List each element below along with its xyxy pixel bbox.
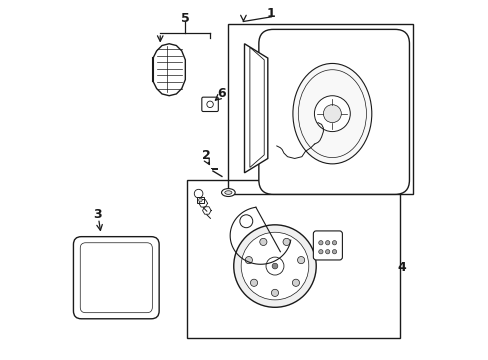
- Circle shape: [318, 240, 323, 245]
- Circle shape: [332, 249, 336, 254]
- Polygon shape: [199, 199, 207, 207]
- Polygon shape: [153, 44, 185, 96]
- Polygon shape: [202, 207, 211, 214]
- Circle shape: [250, 279, 257, 286]
- Circle shape: [325, 240, 329, 245]
- Ellipse shape: [292, 63, 371, 164]
- Circle shape: [271, 263, 277, 269]
- Text: 3: 3: [93, 208, 102, 221]
- Bar: [187, 180, 400, 338]
- Text: 1: 1: [266, 7, 275, 20]
- Polygon shape: [244, 44, 267, 173]
- Bar: [197, 197, 203, 203]
- Circle shape: [283, 238, 289, 246]
- Circle shape: [323, 105, 341, 123]
- Ellipse shape: [221, 189, 235, 197]
- FancyBboxPatch shape: [258, 30, 408, 194]
- Text: 5: 5: [181, 12, 189, 25]
- Circle shape: [271, 289, 278, 296]
- FancyBboxPatch shape: [313, 231, 342, 260]
- Circle shape: [297, 257, 304, 264]
- Circle shape: [318, 249, 323, 254]
- Text: 6: 6: [217, 87, 225, 100]
- Bar: [228, 24, 412, 194]
- Circle shape: [259, 238, 266, 246]
- Circle shape: [241, 232, 308, 300]
- Circle shape: [292, 279, 299, 286]
- Circle shape: [332, 240, 336, 245]
- Circle shape: [233, 225, 316, 307]
- Text: 2: 2: [202, 149, 211, 162]
- Circle shape: [206, 101, 213, 108]
- Circle shape: [265, 257, 284, 275]
- Circle shape: [314, 96, 349, 132]
- Circle shape: [325, 249, 329, 254]
- Circle shape: [245, 257, 252, 264]
- Text: 4: 4: [397, 261, 406, 274]
- Ellipse shape: [224, 191, 231, 194]
- Circle shape: [194, 189, 203, 198]
- FancyBboxPatch shape: [202, 97, 218, 112]
- Circle shape: [198, 198, 202, 202]
- FancyBboxPatch shape: [73, 237, 159, 319]
